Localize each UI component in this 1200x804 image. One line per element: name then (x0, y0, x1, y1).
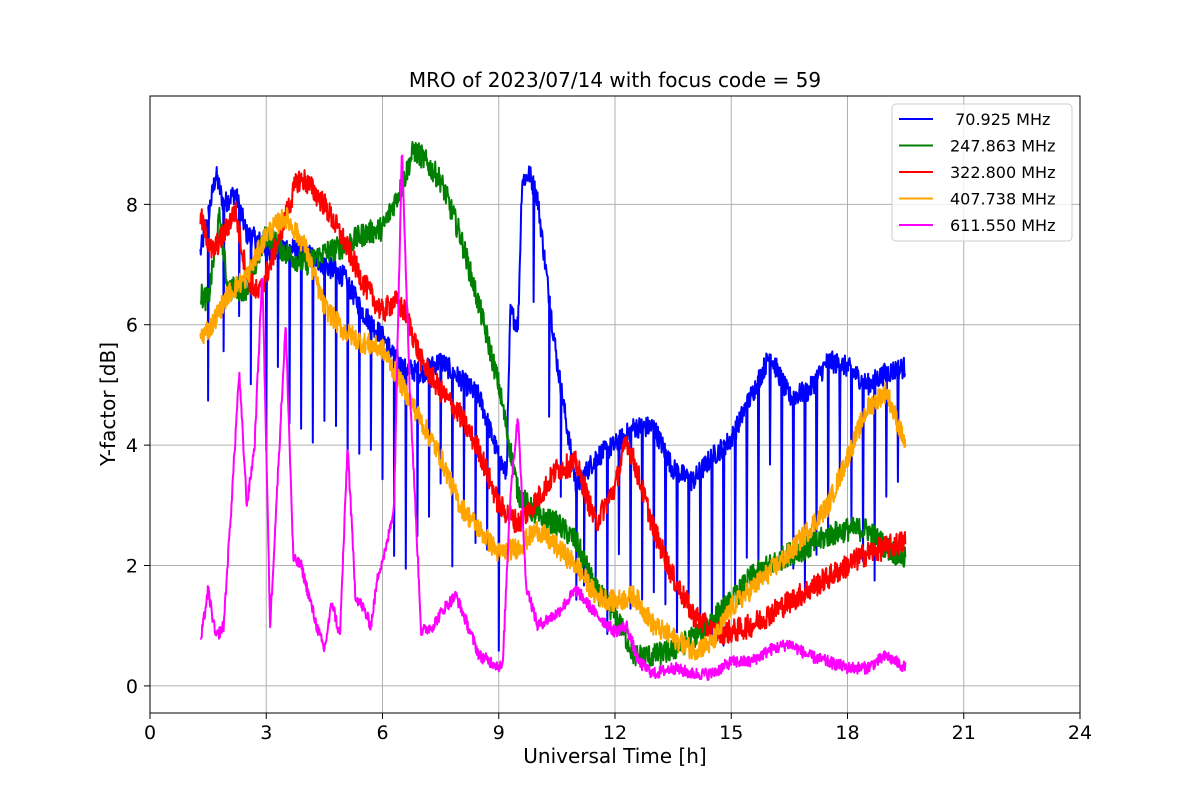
x-tick-label: 18 (835, 722, 859, 744)
y-tick-label: 4 (126, 435, 138, 457)
y-axis-label: Y-factor [dB] (96, 342, 120, 467)
x-tick-label: 6 (376, 722, 388, 744)
y-tick-label: 2 (126, 556, 138, 578)
y-tick-label: 6 (126, 315, 138, 337)
x-tick-label: 9 (493, 722, 505, 744)
legend-label: 407.738 MHz (950, 190, 1055, 209)
x-tick-label: 24 (1068, 722, 1092, 744)
legend-label: 611.550 MHz (950, 216, 1055, 235)
legend: 70.925 MHz 247.863 MHz 322.800 MHz 407.738 … (892, 104, 1072, 241)
y-tick-label: 0 (126, 676, 138, 698)
x-tick-label: 0 (144, 722, 156, 744)
x-tick-label: 3 (260, 722, 272, 744)
x-tick-label: 21 (952, 722, 976, 744)
legend-label: 322.800 MHz (950, 163, 1055, 182)
x-axis-label: Universal Time [h] (523, 744, 706, 768)
legend-label: 247.863 MHz (950, 137, 1055, 156)
y-tick-label: 8 (126, 194, 138, 216)
legend-label: 70.925 MHz (950, 110, 1050, 129)
chart-title: MRO of 2023/07/14 with focus code = 59 (409, 68, 821, 92)
x-tick-label: 15 (719, 722, 743, 744)
x-tick-label: 12 (603, 722, 627, 744)
